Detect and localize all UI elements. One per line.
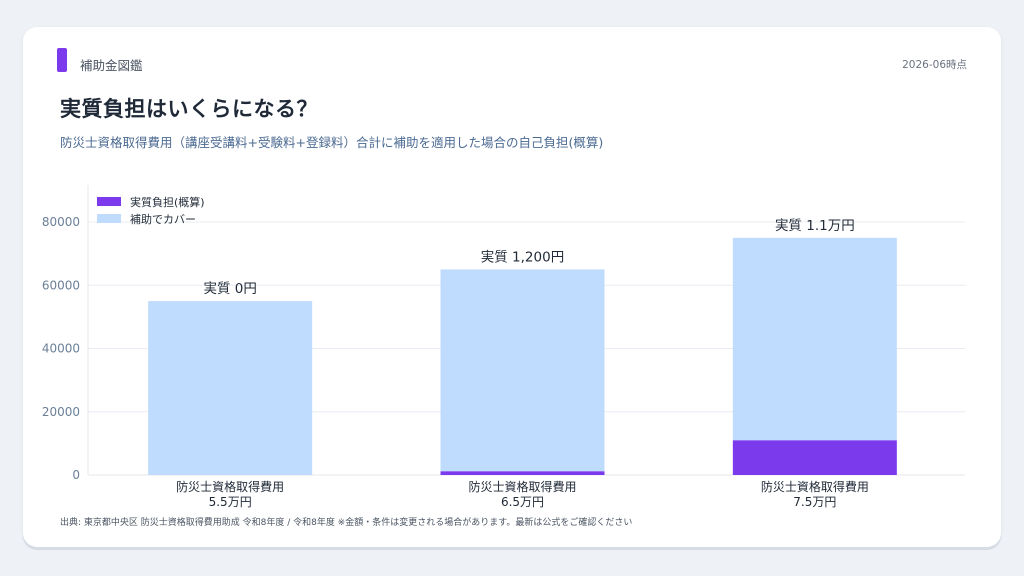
y-tick-label: 60000 bbox=[42, 278, 80, 292]
legend-label: 実質負担(概算) bbox=[130, 195, 205, 209]
x-tick-label: 防災士資格取得費用 bbox=[468, 479, 576, 494]
legend: 実質負担(概算) 補助でカバー bbox=[97, 195, 205, 226]
data-label: 実質 1,200円 bbox=[481, 249, 564, 265]
as-of-date: 2026-06時点 bbox=[902, 59, 967, 71]
bar-burden bbox=[732, 440, 897, 475]
bars bbox=[148, 237, 897, 475]
brand-name: 補助金図鑑 bbox=[80, 58, 143, 73]
bar-covered bbox=[732, 237, 897, 441]
page-title: 実質負担はいくらになる？ bbox=[60, 97, 318, 121]
brand-accent-bar bbox=[57, 48, 67, 72]
y-tick-label: 80000 bbox=[42, 215, 80, 229]
bar-burden bbox=[440, 471, 605, 475]
source-note: 出典: 東京都中央区 防災士資格取得費用助成 令和8年度 / 令和8年度 ※金額… bbox=[60, 518, 633, 528]
data-label: 実質 0円 bbox=[203, 281, 256, 297]
x-tick-label: 5.5万円 bbox=[209, 495, 252, 509]
legend-swatch bbox=[97, 214, 121, 223]
y-tick-label: 40000 bbox=[42, 342, 80, 356]
y-tick-label: 0 bbox=[72, 468, 80, 482]
y-tick-label: 20000 bbox=[42, 405, 80, 419]
data-label: 実質 1.1万円 bbox=[775, 218, 855, 234]
legend-swatch bbox=[97, 197, 121, 206]
x-tick-label: 防災士資格取得費用 bbox=[761, 479, 869, 494]
x-tick-label: 7.5万円 bbox=[793, 495, 836, 509]
page-subtitle: 防災士資格取得費用（講座受講料+受験料+登録料）合計に補助を適用した場合の自己負… bbox=[60, 135, 604, 150]
bar-covered bbox=[440, 269, 605, 472]
x-tick-label: 防災士資格取得費用 bbox=[176, 479, 284, 494]
bar-covered bbox=[148, 301, 313, 475]
legend-label: 補助でカバー bbox=[130, 212, 196, 226]
x-tick-label: 6.5万円 bbox=[501, 495, 544, 509]
